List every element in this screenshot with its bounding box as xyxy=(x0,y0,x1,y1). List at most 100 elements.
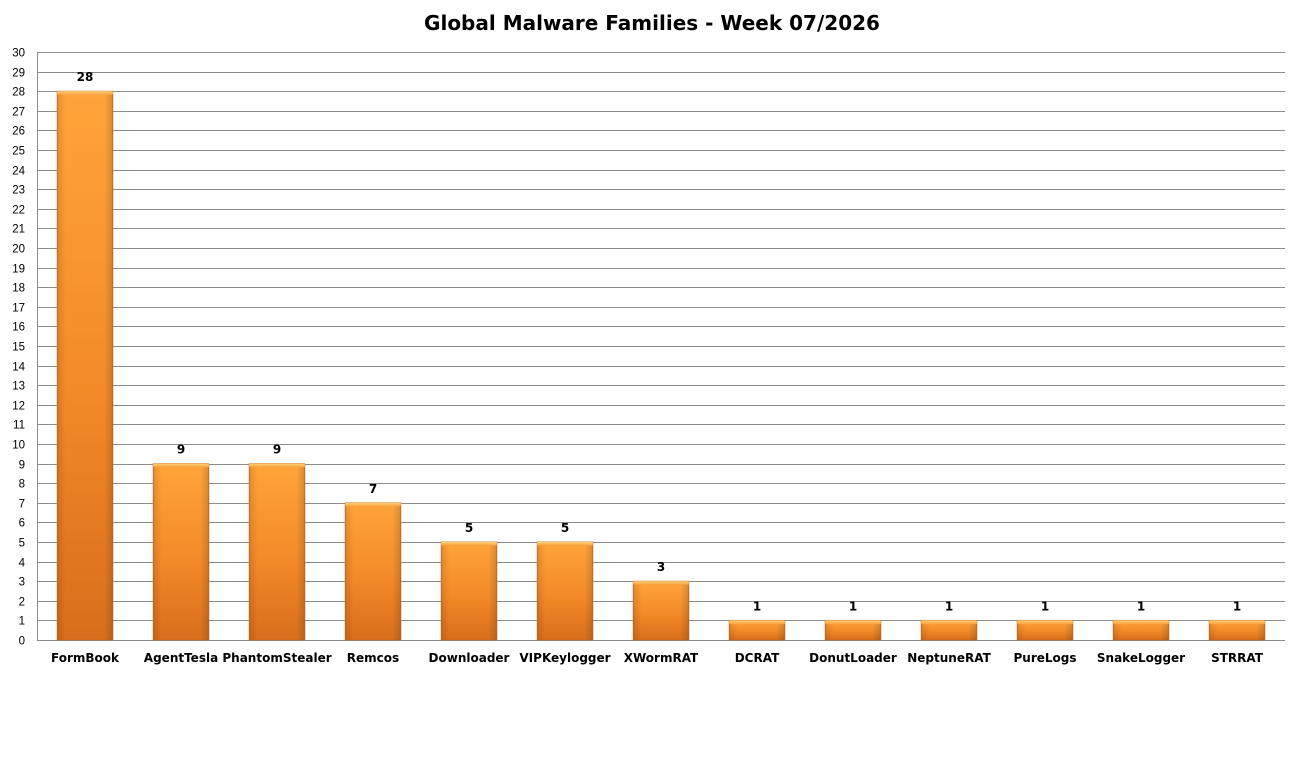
y-tick-label: 6 xyxy=(19,518,25,530)
bar-shade xyxy=(57,91,113,640)
bars xyxy=(56,90,1266,641)
y-tick-label: 14 xyxy=(12,362,25,374)
category-label: PureLogs xyxy=(1013,651,1076,665)
bar-cap xyxy=(1017,620,1073,624)
bar-shade xyxy=(1113,620,1169,640)
bar-cap xyxy=(441,542,497,546)
bar-vipkeylogger xyxy=(536,541,594,641)
category-label: DonutLoader xyxy=(809,651,897,665)
data-label: 1 xyxy=(945,599,953,613)
data-label: 9 xyxy=(273,443,281,457)
data-label: 1 xyxy=(1041,599,1049,613)
bar-purelogs xyxy=(1016,620,1074,641)
bar-shade xyxy=(537,542,593,640)
y-tick-label: 22 xyxy=(12,205,25,217)
y-tick-label: 12 xyxy=(12,401,25,413)
category-label: VIPKeylogger xyxy=(519,651,610,665)
data-label: 28 xyxy=(77,70,94,84)
y-tick-label: 5 xyxy=(19,538,25,550)
y-tick-label: 25 xyxy=(12,146,25,158)
bar-shade xyxy=(249,463,305,640)
gridlines xyxy=(37,52,1285,621)
y-tick-label: 24 xyxy=(12,166,25,178)
y-tick-label: 7 xyxy=(19,499,25,511)
y-tick-label: 29 xyxy=(12,68,25,80)
category-label: NeptuneRAT xyxy=(907,651,991,665)
data-label: 5 xyxy=(561,521,569,535)
y-tick-label: 15 xyxy=(12,342,25,354)
bar-shade xyxy=(729,620,785,640)
category-label: SnakeLogger xyxy=(1097,651,1185,665)
bar-remcos xyxy=(344,502,402,641)
category-label: AgentTesla xyxy=(144,651,218,665)
y-tick-label: 2 xyxy=(19,597,25,609)
bar-shade xyxy=(345,502,401,640)
category-label: XWormRAT xyxy=(624,651,699,665)
data-label: 1 xyxy=(1137,599,1145,613)
bar-cap xyxy=(57,91,113,95)
bar-dcrat xyxy=(728,620,786,641)
category-label: Remcos xyxy=(347,651,399,665)
bar-shade xyxy=(1017,620,1073,640)
data-label: 3 xyxy=(657,560,665,574)
y-tick-label: 11 xyxy=(13,420,25,432)
bar-shade xyxy=(633,581,689,640)
y-tick-label: 0 xyxy=(19,636,25,648)
y-tick-label: 30 xyxy=(12,48,25,60)
data-label: 1 xyxy=(849,599,857,613)
y-tick-label: 23 xyxy=(12,185,25,197)
category-label: Downloader xyxy=(429,651,510,665)
y-tick-label: 9 xyxy=(19,460,25,472)
category-label: PhantomStealer xyxy=(222,651,331,665)
y-tick-label: 8 xyxy=(19,479,25,491)
bar-shade xyxy=(921,620,977,640)
axes: 0123456789101112131415161718192021222324… xyxy=(12,48,1285,648)
bar-phantomstealer xyxy=(248,463,306,641)
bar-cap xyxy=(345,502,401,507)
bar-cap xyxy=(729,620,785,624)
bar-cap xyxy=(1209,620,1265,624)
y-tick-label: 10 xyxy=(12,440,25,452)
bar-shade xyxy=(153,463,209,640)
y-tick-label: 4 xyxy=(19,558,26,570)
bar-donutloader xyxy=(824,620,882,641)
bar-neptunerat xyxy=(920,620,978,641)
data-label: 1 xyxy=(1233,599,1241,613)
y-tick-label: 19 xyxy=(12,264,25,276)
y-tick-label: 16 xyxy=(12,322,25,334)
bar-cap xyxy=(249,463,305,468)
bar-cap xyxy=(825,620,881,624)
bar-cap xyxy=(537,542,593,546)
y-tick-label: 20 xyxy=(12,244,25,256)
bar-shade xyxy=(441,542,497,640)
data-label: 5 xyxy=(465,521,473,535)
data-label: 9 xyxy=(177,443,185,457)
data-label: 7 xyxy=(369,482,377,496)
category-label: DCRAT xyxy=(735,651,780,665)
y-tick-label: 18 xyxy=(12,283,25,295)
bar-formbook xyxy=(56,90,114,641)
bar-agenttesla xyxy=(152,463,210,641)
bar-cap xyxy=(921,620,977,624)
y-tick-label: 21 xyxy=(12,224,25,236)
y-tick-label: 26 xyxy=(12,126,25,138)
bar-cap xyxy=(1113,620,1169,624)
bar-xwormrat xyxy=(632,580,690,641)
y-tick-label: 1 xyxy=(19,616,25,628)
data-label: 1 xyxy=(753,599,761,613)
y-tick-label: 28 xyxy=(12,87,25,99)
bar-downloader xyxy=(440,541,498,641)
y-tick-label: 13 xyxy=(12,381,25,393)
y-tick-label: 27 xyxy=(12,107,25,119)
bar-cap xyxy=(633,581,689,585)
y-tick-label: 3 xyxy=(19,577,25,589)
bar-shade xyxy=(1209,620,1265,640)
bar-shade xyxy=(825,620,881,640)
category-label: FormBook xyxy=(51,651,120,665)
labels: 28 FormBook 9 AgentTesla 9 PhantomStealer 7 Rem… xyxy=(51,70,1264,665)
bar-snakelogger xyxy=(1112,620,1170,641)
y-tick-label: 17 xyxy=(12,303,25,315)
category-label: STRRAT xyxy=(1211,651,1264,665)
chart-title: Global Malware Families - Week 07/2026 xyxy=(424,11,880,35)
